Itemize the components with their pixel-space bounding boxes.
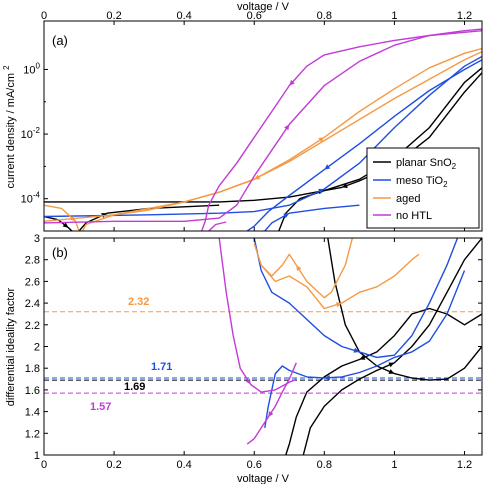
direction-arrow (268, 411, 274, 417)
top-x-axis-label: voltage / V (237, 1, 290, 13)
hline-label-aged: 2.32 (128, 296, 149, 308)
y-tick-base: 10 (23, 64, 35, 76)
series-line-planar-sno2-2 (327, 238, 482, 381)
legend-label-aged: aged (396, 193, 420, 205)
curves-b (218, 238, 482, 455)
y-tick-label: 100 (23, 61, 40, 76)
y-tick-exponent: -4 (33, 191, 41, 200)
y-tick-exponent: 0 (36, 61, 41, 70)
plot-frame-a (43, 20, 483, 232)
y-tick-label: 1.8 (25, 363, 40, 375)
panel-b-label: (b) (52, 245, 68, 260)
series-line-no-htl-1 (246, 362, 297, 445)
x-tick-label-top: 1.2 (457, 10, 472, 22)
y-tick-label: 2.4 (25, 298, 40, 310)
y-tick-base: 10 (21, 194, 33, 206)
series-line-planar-sno2-0 (44, 67, 482, 203)
y-tick-label: 1.6 (25, 385, 40, 397)
legend-label-nohtl: no HTL (396, 210, 432, 222)
x-tick-label: 1 (391, 459, 397, 471)
legend-label-planar-text: planar SnO (396, 157, 452, 169)
y-tick-label: 2.2 (25, 320, 40, 332)
series-line-aged-2 (44, 204, 80, 231)
plot-frame-b (43, 237, 483, 456)
y-axis-label-a-superscript: 2 (2, 65, 11, 70)
y-tick-label: 2 (34, 342, 40, 354)
series-line-planar-sno2-0 (302, 238, 482, 455)
direction-arrow (318, 137, 325, 143)
series-line-aged-0 (253, 243, 420, 310)
x-tick-label-top: 0.2 (106, 10, 121, 22)
direction-arrow (335, 302, 342, 308)
x-tick-label-top: 0.6 (247, 10, 262, 22)
series-line-planar-sno2-2 (44, 215, 73, 231)
direction-arrow (284, 124, 290, 131)
hline-label-planar: 1.69 (124, 381, 145, 393)
series-line-aged-1 (81, 51, 482, 231)
legend: planar SnO2 meso TiO2 aged no HTL (366, 147, 480, 229)
legend-label-meso-sub: 2 (443, 180, 448, 189)
x-tick-label: 0.2 (106, 459, 121, 471)
y-tick-base: 10 (21, 129, 33, 141)
x-tick-label: 0.8 (317, 459, 332, 471)
series-line-no-htl-2 (208, 221, 227, 231)
legend-label-planar: planar SnO2 (396, 157, 457, 171)
direction-arrow (318, 188, 325, 194)
series-line-planar-sno2-1 (285, 307, 482, 455)
series-line-meso-tio2-2 (264, 204, 360, 231)
direction-arrow (69, 215, 76, 222)
hline-label-nohtl: 1.57 (90, 401, 111, 413)
x-tick-label-top: 0.4 (177, 10, 192, 22)
y-tick-label: 10-2 (21, 126, 41, 141)
series-line-aged-1 (260, 238, 354, 299)
series-line-planar-sno2-1 (278, 72, 482, 231)
y-tick-label: 1.2 (25, 428, 40, 440)
legend-label-meso-text: meso TiO (396, 175, 444, 187)
y-tick-label: 10-4 (21, 191, 41, 206)
direction-arrow (283, 213, 290, 219)
bottom-x-axis-label: voltage / V (237, 473, 290, 484)
y-tick-exponent: -2 (33, 126, 41, 135)
series-line-meso-tio2-0 (253, 238, 459, 359)
hline-label-meso: 1.71 (151, 361, 172, 373)
direction-arrow (254, 174, 261, 180)
direction-arrow (353, 347, 360, 353)
y-axis-label-a: current density / mA/cm 2 (2, 65, 17, 189)
direction-arrow (341, 183, 348, 188)
direction-arrow (296, 265, 302, 272)
x-tick-label: 0 (41, 459, 47, 471)
y-tick-label: 2.8 (25, 255, 40, 267)
y-tick-label: 1.4 (25, 407, 40, 419)
curves-a (44, 28, 482, 231)
y-tick-label: 1 (34, 450, 40, 462)
panel-a-label: (a) (52, 33, 68, 48)
y-axis-label-b: differential ideality factor (5, 287, 17, 406)
x-tick-label: 1.2 (457, 459, 472, 471)
series-line-no-htl-0 (44, 28, 482, 224)
series-line-meso-tio2-1 (264, 270, 466, 429)
y-axis-label-a-text: current density / mA/cm (5, 73, 17, 189)
y-tick-label: 3 (34, 233, 40, 245)
panel-b: 0 0.2 0.4 0.6 0.8 1 1.2 1 1.2 1.4 1.6 1.8 2 2.2 2.4 2.6… (25, 233, 483, 471)
legend-label-meso: meso TiO2 (396, 175, 448, 189)
series-line-meso-tio2-1 (246, 59, 482, 231)
x-tick-label-top: 0 (41, 10, 47, 22)
direction-arrow (359, 355, 366, 360)
x-tick-label-top: 0.8 (317, 10, 332, 22)
x-tick-label: 0.6 (247, 459, 262, 471)
direction-arrow (245, 378, 251, 385)
direction-arrow (388, 362, 395, 368)
direction-arrow (62, 222, 69, 228)
direction-arrow (289, 79, 295, 86)
x-tick-label: 0.4 (177, 459, 192, 471)
legend-label-planar-sub: 2 (452, 162, 457, 171)
direction-arrow (324, 375, 330, 381)
direction-arrow (388, 369, 395, 374)
y-tick-label: 2.6 (25, 276, 40, 288)
x-tick-label-top: 1 (391, 10, 397, 22)
direction-arrow (324, 164, 331, 170)
